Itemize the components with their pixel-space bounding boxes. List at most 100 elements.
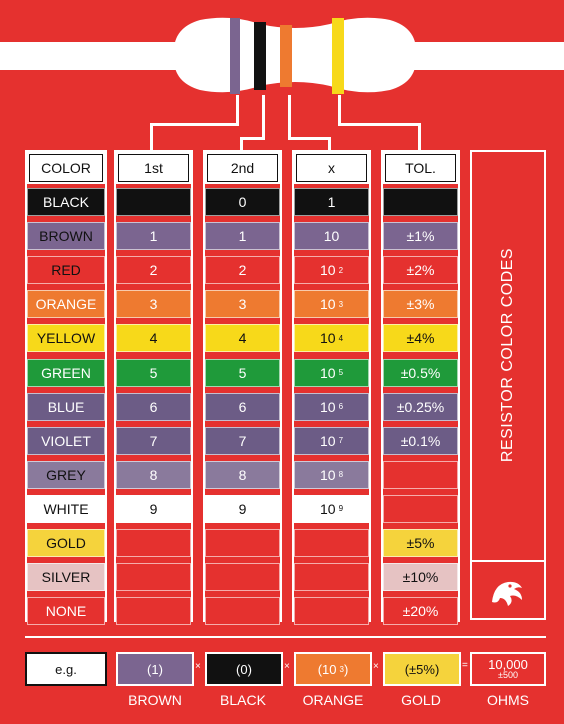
multiplier-cell: 10 8 — [294, 460, 369, 489]
tolerance-cell — [383, 494, 458, 523]
example-result-tol: ±500 — [498, 670, 518, 680]
second-digit-cell — [205, 529, 280, 557]
first-digit-cell — [116, 188, 191, 216]
second-digit-cell: 9 — [205, 494, 280, 523]
example-band1-name: BROWN — [128, 692, 182, 708]
title-wrapper: RESISTOR COLOR CODES — [470, 150, 546, 560]
first-digit: 7 — [149, 432, 158, 449]
tolerance-cell — [383, 188, 458, 216]
times-sign: × — [373, 661, 379, 672]
first-digit: 9 — [149, 500, 158, 517]
second-digit: 8 — [238, 466, 247, 483]
second-digit-cell: 5 — [205, 358, 280, 387]
second-digit: 0 — [238, 194, 247, 210]
color-name: BLACK — [43, 194, 89, 210]
multiplier-cell: 10 — [294, 222, 369, 251]
example-band4-name: GOLD — [401, 692, 441, 708]
example-label: e.g. — [25, 652, 107, 686]
tolerance: ±3% — [406, 296, 435, 313]
color-name-cell: BLUE — [27, 392, 105, 421]
wire — [288, 95, 291, 140]
multiplier-exponent: 7 — [338, 436, 344, 446]
resistor-lead-right — [400, 42, 564, 70]
multiplier-cell: 10 3 — [294, 290, 369, 319]
second-digit-cell: 2 — [205, 256, 280, 285]
tolerance-cell: ±0.25% — [383, 392, 458, 421]
color-name: GOLD — [46, 535, 86, 551]
multiplier-cell: 10 9 — [294, 494, 369, 523]
first-digit: 2 — [149, 262, 158, 279]
tolerance-cell: ±5% — [383, 529, 458, 557]
color-name-cell: BROWN — [27, 222, 105, 251]
wire — [150, 123, 239, 126]
multiplier: 10 — [319, 296, 336, 313]
wire — [240, 137, 243, 151]
tolerance: ±0.5% — [400, 364, 441, 381]
example-band2: (0) — [205, 652, 283, 686]
multiplier-exponent: 6 — [338, 402, 344, 412]
header-first: 1st — [116, 152, 191, 184]
header-color: COLOR — [27, 152, 105, 184]
example-band1: (1) — [116, 652, 194, 686]
color-name: ORANGE — [35, 296, 97, 313]
multiplier: 10 — [319, 262, 336, 279]
first-digit-cell — [116, 563, 191, 592]
second-digit: 6 — [238, 398, 247, 415]
multiplier-exponent: 2 — [338, 265, 344, 275]
color-name: BROWN — [39, 228, 93, 245]
color-name-cell: RED — [27, 256, 105, 285]
header-second: 2nd — [205, 152, 280, 184]
first-digit-cell: 3 — [116, 290, 191, 319]
header-tolerance: TOL. — [383, 152, 458, 184]
multiplier-exponent: 3 — [338, 299, 344, 309]
multiplier: 10 — [319, 466, 336, 483]
color-name-cell: ORANGE — [27, 290, 105, 319]
multiplier-cell: 10 5 — [294, 358, 369, 387]
example-result-value: 10,000 — [488, 657, 528, 672]
color-name-cell: NONE — [27, 597, 105, 626]
tolerance: ±0.25% — [396, 398, 445, 415]
title-divider — [472, 560, 544, 562]
second-digit-cell: 3 — [205, 290, 280, 319]
first-digit-cell: 2 — [116, 256, 191, 285]
second-digit-cell — [205, 597, 280, 626]
multiplier: 10 — [319, 432, 336, 449]
multiplier-cell: 10 7 — [294, 426, 369, 455]
wire — [236, 95, 239, 125]
tolerance-cell: ±4% — [383, 324, 458, 353]
multiplier: 10 — [319, 364, 336, 381]
first-digit: 3 — [149, 296, 158, 313]
example-band3-exp: 3 — [339, 664, 344, 674]
first-digit-cell — [116, 529, 191, 557]
wire — [262, 95, 265, 140]
multiplier-cell — [294, 529, 369, 557]
wire — [328, 137, 331, 151]
second-digit: 2 — [238, 262, 247, 279]
first-digit-cell: 7 — [116, 426, 191, 455]
multiplier: 1 — [327, 194, 336, 210]
multiplier-exponent: 8 — [338, 470, 344, 480]
second-digit: 1 — [238, 228, 247, 245]
color-name: SILVER — [41, 569, 91, 586]
times-sign: × — [284, 661, 290, 672]
wire — [150, 123, 153, 151]
wire — [338, 95, 341, 125]
first-digit: 8 — [149, 466, 158, 483]
color-name: GREY — [46, 466, 86, 483]
multiplier: 10 — [319, 500, 336, 517]
wire — [240, 137, 265, 140]
second-digit: 5 — [238, 364, 247, 381]
header-multiplier: x — [294, 152, 369, 184]
second-digit-cell: 8 — [205, 460, 280, 489]
tolerance-cell: ±1% — [383, 222, 458, 251]
resistor-lead-left — [0, 42, 185, 70]
first-digit: 6 — [149, 398, 158, 415]
second-digit-cell: 7 — [205, 426, 280, 455]
tolerance: ±2% — [406, 262, 435, 279]
second-digit-cell: 0 — [205, 188, 280, 216]
color-name-cell: WHITE — [27, 494, 105, 523]
page-title: RESISTOR COLOR CODES — [499, 247, 516, 463]
tolerance-cell: ±20% — [383, 597, 458, 626]
first-digit-cell — [116, 597, 191, 626]
first-digit-cell: 6 — [116, 392, 191, 421]
